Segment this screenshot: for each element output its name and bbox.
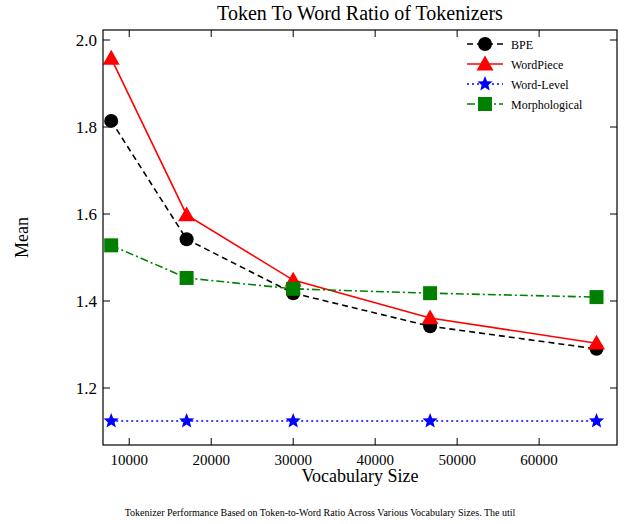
legend-label: BPE <box>511 38 533 52</box>
y-tick <box>103 214 110 215</box>
chart: Token To Word Ratio of Tokenizers Vocabul… <box>0 0 640 524</box>
legend-label: Morphological <box>511 98 583 112</box>
caption: Tokenizer Performance Based on Token-to-… <box>125 507 516 518</box>
y-tick-label: 1.2 <box>76 379 97 398</box>
series-line <box>111 121 596 349</box>
x-tick <box>375 438 376 445</box>
x-tick-label: 40000 <box>356 452 394 468</box>
point <box>104 114 118 128</box>
x-tick <box>539 438 540 445</box>
y-tick-right <box>610 40 617 41</box>
x-tick-label: 30000 <box>274 452 312 468</box>
legend-marker <box>478 37 492 51</box>
legend: BPE WordPiece Word-Level Morphological <box>467 37 583 112</box>
series <box>103 50 605 350</box>
x-tick-top <box>539 30 540 37</box>
x-tick-top <box>293 30 294 37</box>
plot-area <box>103 50 605 428</box>
x-tick <box>129 438 130 445</box>
series-line <box>111 245 596 297</box>
x-tick <box>211 438 212 445</box>
legend-marker <box>477 56 494 71</box>
y-tick <box>103 40 110 41</box>
point <box>286 282 300 296</box>
legend-marker <box>477 76 492 90</box>
point <box>103 50 120 65</box>
y-tick <box>103 388 110 389</box>
series <box>104 114 603 356</box>
y-tick-label: 1.6 <box>76 205 97 224</box>
series <box>104 413 605 427</box>
y-tick-right <box>610 301 617 302</box>
x-axis-label: Vocabulary Size <box>301 466 418 486</box>
x-tick-label: 50000 <box>438 452 476 468</box>
x-tick-label: 10000 <box>110 452 148 468</box>
x-tick-label: 60000 <box>520 452 558 468</box>
ticks: 10000 20000 30000 40000 50000 60000 1.2 1.4 1.6 1… <box>76 30 617 468</box>
point <box>180 232 194 246</box>
point <box>590 290 604 304</box>
y-tick-right <box>610 388 617 389</box>
point <box>104 413 119 427</box>
series <box>104 238 603 304</box>
title: Token To Word Ratio of Tokenizers <box>217 2 503 24</box>
x-tick <box>457 438 458 445</box>
x-tick-top <box>129 30 130 37</box>
point <box>179 413 194 427</box>
point <box>423 286 437 300</box>
y-tick-label: 2.0 <box>76 31 97 50</box>
y-tick-label: 1.4 <box>76 292 98 311</box>
point <box>180 271 194 285</box>
y-tick <box>103 301 110 302</box>
legend-marker <box>478 97 492 111</box>
y-tick-label: 1.8 <box>76 118 97 137</box>
x-tick <box>293 438 294 445</box>
point <box>422 309 439 324</box>
x-tick-top <box>211 30 212 37</box>
x-tick-top <box>375 30 376 37</box>
point <box>422 413 437 427</box>
point <box>178 206 195 221</box>
point <box>589 413 604 427</box>
point <box>286 413 301 427</box>
y-axis-label: Mean <box>12 217 32 258</box>
x-tick-label: 20000 <box>192 452 230 468</box>
legend-label: Word-Level <box>511 78 569 92</box>
point <box>588 335 605 350</box>
frame <box>103 30 617 445</box>
x-tick-top <box>457 30 458 37</box>
point <box>104 238 118 252</box>
legend-label: WordPiece <box>511 58 563 72</box>
y-tick-right <box>610 214 617 215</box>
y-tick-right <box>610 127 617 128</box>
series-line <box>111 58 596 343</box>
